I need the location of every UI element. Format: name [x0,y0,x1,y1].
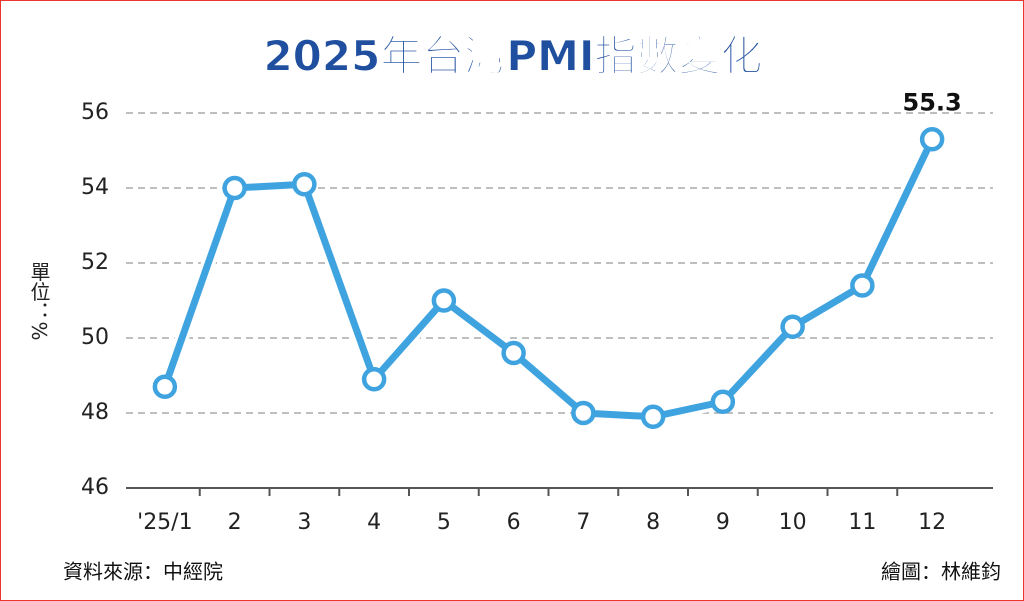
value-label: 55.3 [903,88,962,116]
credit: 繪圖：林維鈞 [881,560,1001,584]
x-tick-label: 8 [646,510,660,535]
source: 資料來源：中經院 [63,560,223,584]
y-axis-label: 單位：% [27,261,51,340]
point [780,314,805,339]
y-tick-label: 54 [81,175,109,200]
y-tick-label: 46 [81,475,109,500]
point [919,127,945,152]
point [222,175,247,201]
grid [126,112,993,496]
y-tick-label: 50 [81,325,109,350]
point [640,404,666,429]
x-tick-label: '25/1 [137,510,192,535]
point [431,288,457,313]
x-tick-label: 10 [779,510,807,535]
point [850,273,875,298]
point [501,340,526,366]
point [292,172,317,197]
point [152,374,178,399]
line-halo [158,136,939,424]
x-tick-label: 5 [437,510,451,535]
y-tick-label: 52 [81,250,109,275]
x-tick-label: 7 [576,510,590,535]
x-tick-label: 4 [367,510,381,535]
x-tick-label: 6 [507,510,521,535]
x-tick-label: 2 [228,510,242,535]
x-tick-label: 9 [716,510,730,535]
y-tick-label: 48 [81,400,109,425]
plot: 55.3 [152,88,962,429]
chart-title: 2025年台灣PMI指數變化 [263,32,762,81]
point [361,367,387,392]
x-tick-label: 12 [918,510,946,535]
x-tick-label: 11 [848,510,876,535]
x-tick-label: 3 [297,510,311,535]
point [571,400,596,426]
point [710,389,736,414]
y-tick-label: 56 [81,100,109,125]
